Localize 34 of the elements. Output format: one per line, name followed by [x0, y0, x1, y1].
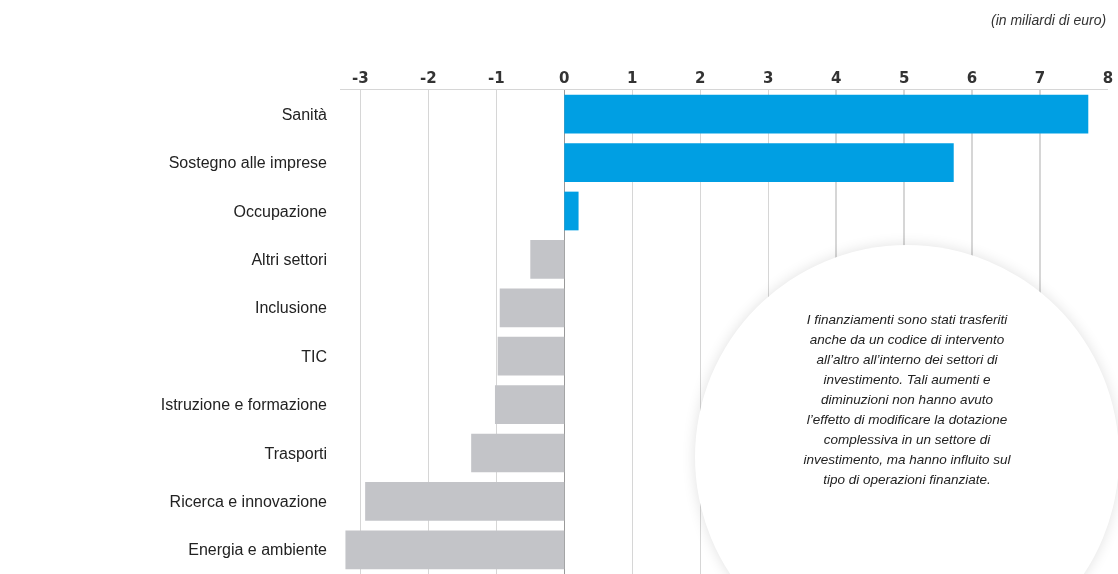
bar: [564, 191, 579, 231]
x-tick-label: 7: [1034, 69, 1046, 87]
bar: [471, 433, 565, 473]
bar: [497, 336, 565, 376]
y-tick-label: Ricerca e innovazione: [169, 493, 328, 510]
x-tick-label: 8: [1102, 69, 1114, 87]
y-tick-label: Occupazione: [233, 202, 328, 220]
x-tick-label: 5: [898, 69, 910, 87]
x-tick-label: 3: [762, 69, 774, 87]
x-tick-label: -1: [487, 69, 505, 87]
y-tick-label: Altri settori: [251, 251, 327, 268]
x-tick-label: 2: [694, 69, 706, 87]
y-tick-label: TIC: [301, 347, 327, 365]
y-tick-label: Trasporti: [264, 444, 327, 462]
y-tick-label: Energia e ambiente: [188, 541, 328, 559]
x-axis-title: (in miliardi di euro): [991, 12, 1107, 28]
bar: [345, 530, 565, 570]
x-tick-label: -2: [420, 69, 437, 87]
bar: [564, 94, 1089, 134]
y-tick-label: Sostegno alle imprese: [168, 154, 328, 172]
bar: [494, 385, 565, 424]
bar: [564, 143, 954, 182]
bar: [530, 240, 565, 279]
x-tick-label: 1: [627, 69, 638, 87]
x-tick-label: 6: [966, 69, 978, 87]
text: I finanziamenti sono stati trasferiti anche da un codice di intervento all’altro all’interno dei settori di investimento. Tali aumenti e diminuzioni non hanno avuto l’effetto di modificare la dotazione complessiva in un settore di investimento, ma hanno influito sul tipo di operazioni finanziate.: [803, 312, 1011, 487]
bar: [365, 482, 565, 521]
x-tick-label: -3: [352, 69, 369, 87]
bar: [499, 288, 565, 328]
x-tick-label: 4: [830, 69, 842, 87]
y-tick-label: Istruzione e formazione: [160, 396, 328, 414]
y-tick-label: Inclusione: [254, 299, 328, 317]
y-tick-label: Sanità: [281, 105, 328, 123]
x-tick-label: 0: [559, 69, 570, 87]
